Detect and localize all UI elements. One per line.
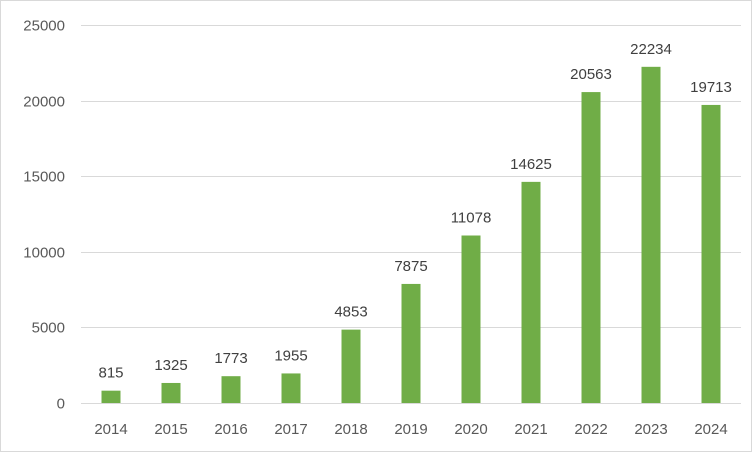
data-label-2023: 22234: [630, 41, 672, 58]
x-tick-label-2016: 2016: [214, 421, 247, 438]
x-tick-label-2022: 2022: [574, 421, 607, 438]
bar-2016: [221, 376, 241, 403]
x-tick-label-2021: 2021: [514, 421, 547, 438]
y-tick-label: 5000: [32, 320, 65, 337]
data-label-2014: 815: [98, 365, 123, 382]
x-tick-label-2020: 2020: [454, 421, 487, 438]
bars: [101, 66, 721, 404]
y-tick-label: 25000: [23, 18, 65, 35]
data-label-2024: 19713: [690, 79, 732, 96]
data-label-2016: 1773: [214, 350, 247, 367]
y-axis-tick-labels: 0 5000 10000 15000 20000 25000: [23, 18, 65, 413]
bar-2018: [341, 329, 361, 403]
data-label-2015: 1325: [154, 357, 187, 374]
bar-2024: [701, 104, 721, 403]
data-label-2018: 4853: [334, 304, 367, 321]
y-tick-label: 20000: [23, 94, 65, 111]
x-tick-label-2023: 2023: [634, 421, 667, 438]
bar-2021: [521, 181, 541, 403]
data-label-2019: 7875: [394, 258, 427, 275]
data-labels: 815 1325 1773 1955 4853 7875 11078 14625 20563 22…: [98, 41, 731, 382]
bar-2023: [641, 66, 661, 403]
y-tick-label: 0: [57, 396, 65, 413]
bar-2022: [581, 92, 601, 404]
bar-2014: [101, 390, 121, 403]
x-tick-label-2017: 2017: [274, 421, 307, 438]
y-tick-label: 10000: [23, 245, 65, 262]
data-label-2022: 20563: [570, 66, 612, 83]
x-tick-label-2019: 2019: [394, 421, 427, 438]
x-tick-label-2015: 2015: [154, 421, 187, 438]
bar-2017: [281, 373, 301, 403]
bar-2020: [461, 235, 481, 403]
bar-2019: [401, 283, 421, 403]
x-tick-label-2014: 2014: [94, 421, 127, 438]
data-label-2020: 11078: [451, 210, 492, 227]
gridlines: [81, 25, 741, 404]
data-label-2017: 1955: [274, 347, 307, 364]
bar-2015: [161, 382, 181, 403]
y-tick-label: 15000: [23, 169, 65, 186]
data-label-2021: 14625: [510, 156, 552, 173]
x-tick-label-2024: 2024: [694, 421, 727, 438]
x-axis-tick-labels: 2014 2015 2016 2017 2018 2019 2020 2021 2022 2023…: [94, 421, 727, 438]
x-tick-label-2018: 2018: [334, 421, 367, 438]
